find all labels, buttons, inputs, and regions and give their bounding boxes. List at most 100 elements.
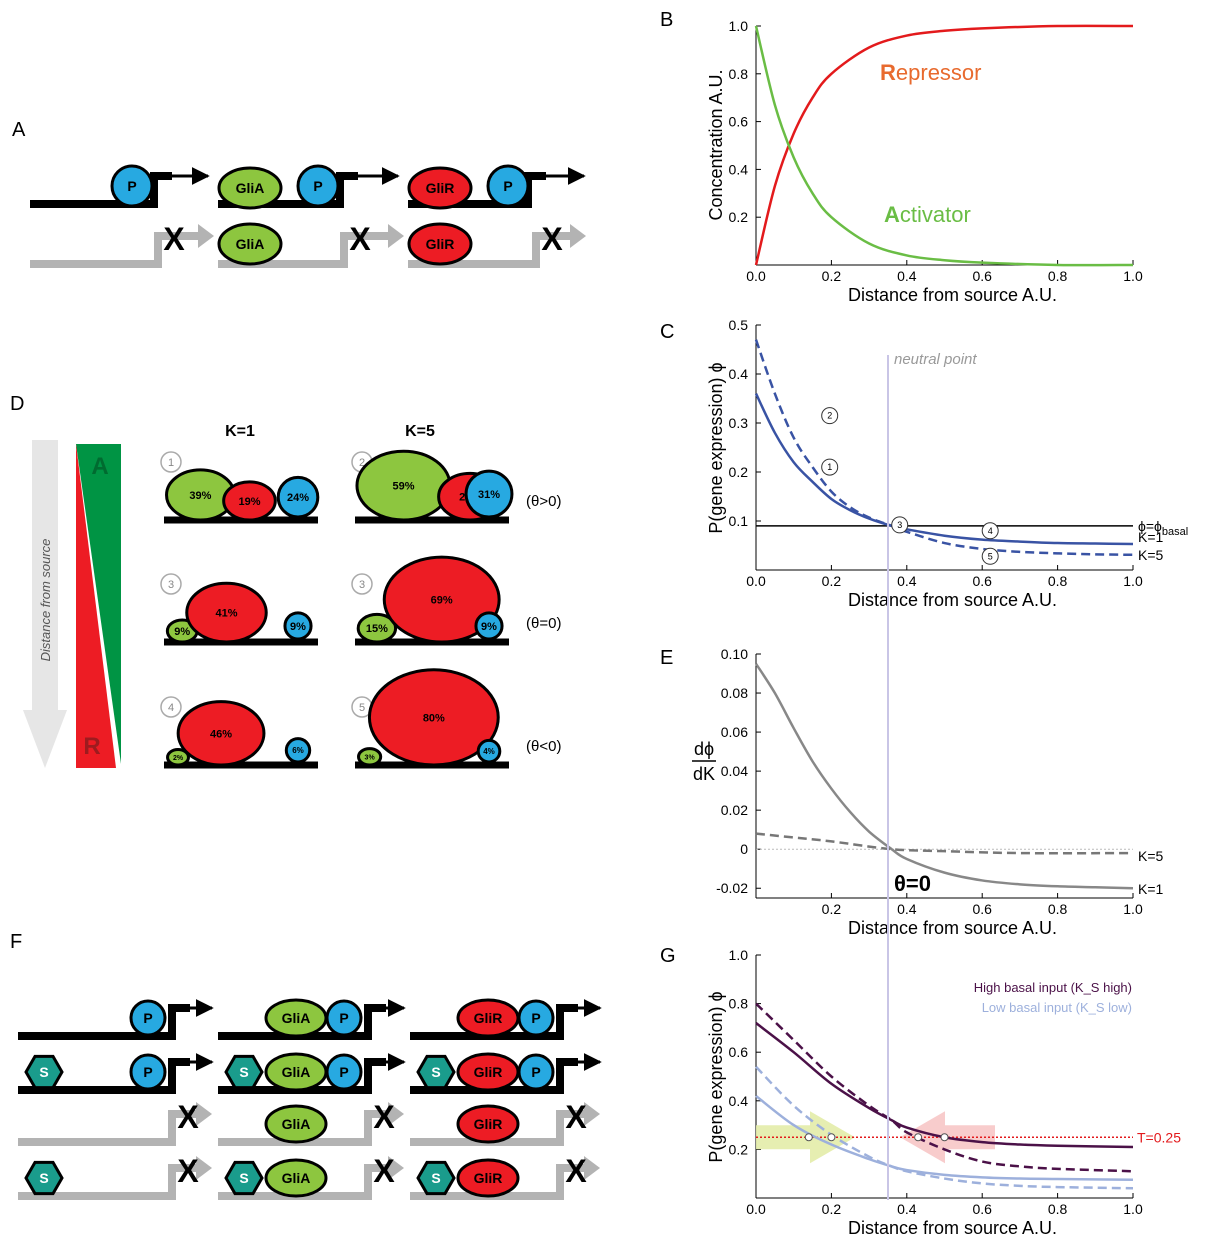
panel-a-schematic: P GliA P GliR P X X GliA X GliR [30,164,586,268]
panel-a-label: A [12,119,26,141]
d-row2-k5-glia [356,612,398,644]
threshold-label: T=0.25 [1137,1129,1181,1145]
a-repressed-promoter-p [486,164,530,208]
f-row1-col1-promoter-p [129,999,167,1037]
f-row4-col2-glia-label: GliA [282,1170,311,1186]
y-tick-label: 0.04 [721,763,748,779]
series-k5-line [754,339,1134,557]
series-line-4 [755,1065,1134,1190]
x-tick-label: 0.4 [897,268,917,284]
panel-e-label: E [660,647,673,669]
a-off-activated-arrow [388,224,404,248]
d-row1-k1-number-badge [160,451,182,473]
a-activated-glia [217,166,283,210]
x-tick-label: 0.4 [897,1201,917,1217]
a-activated-promoter-p [296,164,340,208]
y-tick-label: 0.4 [729,161,749,177]
x-axis-title: Distance from source A.U. [848,918,1057,938]
f-row1-col2-promoter-p-label: P [339,1010,348,1026]
x-tick-label: 0.8 [1048,268,1068,284]
y-tick-label: 0.4 [729,1093,749,1109]
d-row3-k1-promoter [284,737,312,764]
marker-5 [981,547,999,565]
f-row1-col1-promoter-p-label: P [143,1010,152,1026]
marker-1-label: 1 [827,462,832,472]
y-tick-label: 0.2 [729,1141,749,1157]
a-off-activated-block-x: X [349,221,371,257]
a-basal-dna [30,172,172,208]
f-row3-col1-arrow [196,1102,212,1126]
x-axis-title: Distance from source A.U. [848,590,1057,610]
f-row1-col3-glir-label: GliR [474,1010,503,1026]
y-tick-label: 1.0 [729,18,749,34]
f-row4-col2-s-hexagon-label: S [239,1170,248,1186]
d-row3-k1-number-badge [160,696,182,718]
chart-g: 0.0 0.2 0.4 0.6 0.8 1.0 0.2 0.4 0.6 0.8 1.0 Distanc… [706,947,1181,1238]
series-activator-label: Activator [884,202,971,227]
marker-3-label: 3 [897,520,902,530]
f-row2-col3-promoter-p-label: P [531,1064,540,1080]
a-basal-promoter-p-label: P [127,178,136,194]
y-tick-label: -0.02 [716,880,748,896]
d-row2-k5-promoter [474,611,504,641]
f-row3-col1-block-x: X [177,1099,199,1135]
a-off-glia [217,222,283,266]
series-activator-line [754,25,1134,267]
chart-b: 0.0 0.2 0.4 0.6 0.8 1.0 0.2 0.4 0.6 0.8 1.0 Distanc… [706,18,1143,305]
series-k5-line [755,832,1134,855]
d-row3-k5-number: 5 [359,702,365,714]
a-off-glir-label: GliR [426,236,455,252]
f-row4-col1-block-x: X [177,1153,199,1189]
x-tick-label: 0.2 [822,268,842,284]
f-row4-col3-arrow [584,1156,600,1180]
y-axis-title: P(gene expression) ϕ [706,991,726,1162]
y-tick-label: 0.2 [729,464,749,480]
x-tick-label: 0.8 [1048,1201,1068,1217]
d-row2-k1-glir-label: 41% [215,608,237,620]
a-activated-promoter-p-label: P [313,178,322,194]
x-tick-label: 0.6 [972,901,992,917]
f-row2-col1-promoter-p [129,1053,167,1091]
gradient-a-label: A [91,453,108,480]
y-axis-title: P(gene expression) ϕ [706,362,726,533]
activator-gradient-triangle [76,444,121,764]
d-row2-k5-glir [382,555,501,644]
a-repressed-glir-label: GliR [426,180,455,196]
y-tick-label: 0.5 [729,317,749,333]
x-tick-label: 1.0 [1123,573,1143,589]
neutral-point-label: neutral point [894,351,977,368]
marker-4 [981,522,999,540]
f-row2-col1-promoter-p-label: P [143,1064,152,1080]
a-off-repressed-arrow [570,224,586,248]
f-row1-col1-dna [18,1004,190,1040]
series-k1-label: K=1 [1138,881,1164,897]
f-row4-col2-glia [264,1158,328,1198]
crossing-point-3 [914,1133,923,1142]
f-row1-col3-promoter-p-label: P [531,1010,540,1026]
f-row2-col3-promoter-p [517,1053,555,1091]
f-row2-col2-s-hexagon-label: S [239,1064,248,1080]
k1-column-header: K=1 [225,423,255,440]
y-tick-label: 0.4 [729,366,749,382]
marker-4-label: 4 [988,526,993,536]
f-row3-col2-arrow [388,1102,404,1126]
d-row1-k1-glir-label: 19% [238,496,260,508]
f-row3-col3-arrow [584,1102,600,1126]
a-activated-dna [218,172,358,208]
f-row2-col3-s-hexagon-label: S [431,1064,440,1080]
d-row3-k5-promoter-label: 4% [483,747,495,756]
f-row2-col1-s-hexagon [24,1054,64,1090]
panel-b-label: B [660,9,673,31]
y-tick-label: 0.02 [721,802,748,818]
d-row1-k1-number: 1 [168,457,174,469]
panel-d-label: D [10,393,24,415]
a-off-basal-dna [30,232,200,268]
f-row4-col1-arrow [196,1156,212,1180]
d-row2-theta: (θ=0) [526,615,561,632]
f-row4-col3-s-hexagon [416,1160,456,1196]
y-tick-label: 0.1 [729,513,749,529]
f-row3-col3-glir [456,1104,520,1144]
marker-2-label: 2 [827,411,832,421]
f-row4-col3-glir [456,1158,520,1198]
d-row1-k5-promoter-label: 31% [478,489,500,501]
